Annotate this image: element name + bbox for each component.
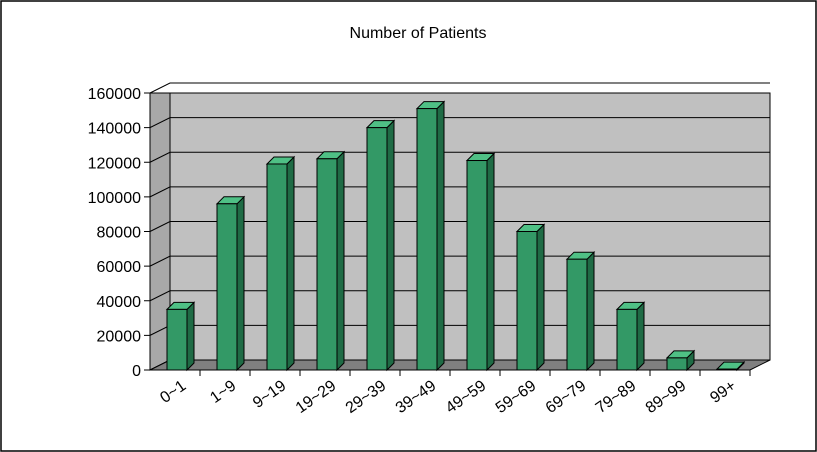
bar-side (286, 155, 295, 372)
bar (166, 308, 188, 371)
bar (366, 127, 388, 371)
gridline (149, 82, 770, 94)
gridline (149, 151, 770, 163)
bar-side (536, 223, 545, 372)
plot-area: 0 20000 40000 60000 80000 100000 120000 140000 1… (88, 82, 771, 417)
y-tick-label: 40000 (97, 294, 142, 311)
bar-side (336, 150, 345, 372)
bar-side (436, 100, 445, 372)
bar (666, 357, 688, 371)
gridline (149, 117, 770, 129)
bar-side (186, 301, 195, 372)
y-tick-label: 80000 (97, 225, 142, 242)
gridline (149, 186, 770, 198)
gridline (149, 221, 770, 232)
bar (466, 160, 488, 371)
y-tick-label: 160000 (88, 86, 141, 103)
bar (266, 163, 288, 371)
bar (616, 308, 638, 371)
y-tick-label: 0 (132, 363, 141, 380)
bar (416, 108, 438, 371)
bar-side (236, 195, 245, 372)
bar-side (486, 152, 495, 372)
bar (516, 231, 538, 371)
bar-side (586, 250, 595, 372)
bar-side (386, 119, 395, 372)
y-tick-label: 60000 (97, 259, 142, 276)
chart-title: Number of Patients (350, 25, 487, 42)
y-tick-label: 20000 (97, 328, 142, 345)
y-tick-label: 140000 (88, 121, 141, 138)
bar (216, 203, 238, 371)
bar (716, 368, 738, 371)
bar (316, 158, 338, 371)
y-tick-label: 120000 (88, 155, 141, 172)
y-tick-label: 100000 (88, 190, 141, 207)
bar (566, 258, 588, 371)
bar-side (636, 301, 645, 372)
